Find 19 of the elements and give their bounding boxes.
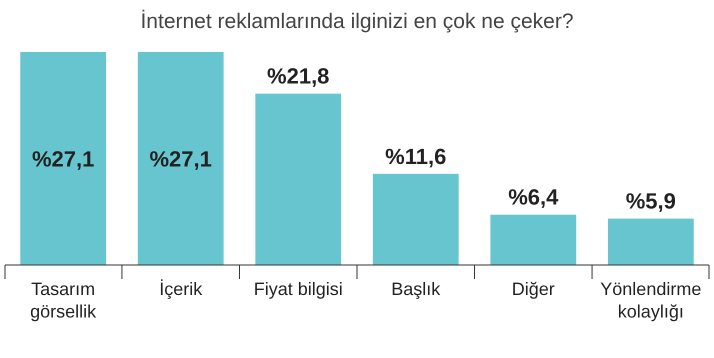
bar xyxy=(138,52,224,265)
x-tick-label: Yönlendirme kolaylığı xyxy=(600,279,702,322)
bar xyxy=(372,174,459,265)
x-tick-label: Diğer xyxy=(512,279,555,299)
x-tick-label: İçerik xyxy=(159,279,204,299)
data-label: %6,4 xyxy=(508,184,560,210)
bar xyxy=(255,94,342,265)
data-label: %5,9 xyxy=(626,188,676,214)
data-label: %11,6 xyxy=(385,144,446,169)
x-tick-label: Tasarım görsellik xyxy=(30,279,98,322)
data-label: %27,1 xyxy=(32,146,94,172)
bar xyxy=(608,218,694,265)
x-tick-label: Fiyat bilgisi xyxy=(254,279,343,299)
chart-title: İnternet reklamlarında ilginizi en çok ne çeker? xyxy=(140,9,574,33)
data-label: %21,8 xyxy=(267,64,330,89)
x-tick-label: Başlık xyxy=(391,279,442,299)
data-label: %27,1 xyxy=(150,146,212,172)
bar xyxy=(20,52,106,265)
bar xyxy=(490,214,576,265)
